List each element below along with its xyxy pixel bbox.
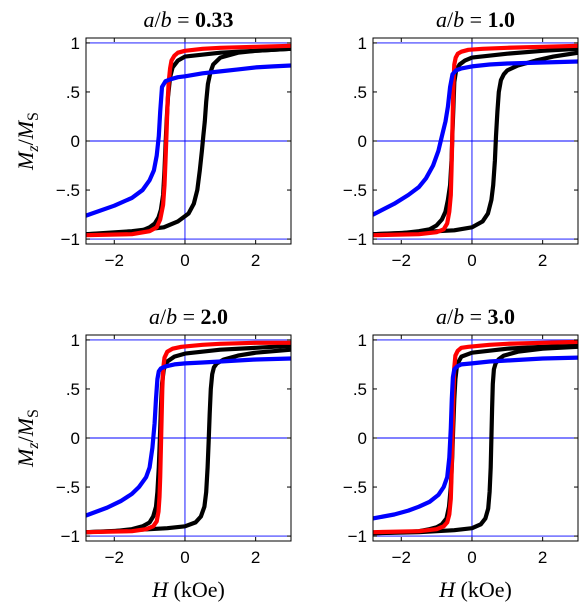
panel-2-title: a/b = 1.0 [436,7,515,32]
panel-3-title-value: 2.0 [201,304,229,329]
panel-3-xtick-label-1: 0 [180,548,189,567]
panel-3: −2 0 2−1−.50.51a/b = 2.0Mz/MSH (kOe) [13,304,292,602]
panel-1-ylabel-sub2: S [25,112,42,121]
panel-1-title-var-a: a [143,7,154,32]
panel-4-ytick-label-1: −.5 [343,478,367,497]
panel-1-ytick-label-4: 1 [71,34,80,53]
panel-2-xtick-label-0: −2 [392,251,411,270]
panel-1-ytick-label-1: −.5 [56,181,80,200]
panel-4-ytick-label-2: 0 [358,429,367,448]
panel-3-ylabel-m2: M [13,416,38,437]
panel-4-title-var-a: a [436,304,447,329]
panel-4-xlabel-unit: (kOe) [461,577,512,602]
panel-3-ytick-label-1: −.5 [56,478,80,497]
panel-1-title-var-b: b [161,7,172,32]
panel-4-series-2 [373,343,578,536]
panel-2-ytick-label-3: .5 [353,83,367,102]
panel-4-series-1 [373,344,578,536]
panel-2-ytick-label-1: −.5 [343,181,367,200]
panel-4-ytick-label-3: .5 [353,380,367,399]
panel-1-ylabel-slash: / [13,138,38,145]
panel-4-xtick-label-1: 0 [467,548,476,567]
panel-3-series-3 [86,340,291,535]
panel-4-curves [373,339,578,536]
panel-2-series-4 [373,59,578,217]
panel-3-ytick-label-0: −1 [61,527,80,546]
panel-3-ylabel-slash: / [13,435,38,442]
panel-2-title-var-a: a [436,7,447,32]
panel-4: −2 0 2 −1 −.5 0 .5 1 a/b = 3.0 H (kOe) [343,304,579,602]
panel-3-xtick-label-0: −2 [105,548,124,567]
panel-4-title-value: 3.0 [488,304,516,329]
panel-3-ytick-label-3: .5 [66,380,80,399]
panel-3-ylabel: Mz/MS [13,409,42,468]
panel-2-series-1 [373,50,578,237]
panel-2-ytick-label-2: 0 [358,132,367,151]
panel-3-title: a/b = 2.0 [149,304,228,329]
panel-4-xtick-label-0: −2 [392,548,411,567]
panel-3-xlabel-unit: (kOe) [174,577,225,602]
panel-1-series-4 [86,63,291,218]
panel-4-ytick-label-0: −1 [348,527,367,546]
panel-1-title-value: 0.33 [195,7,234,32]
panel-4-title-var-b: b [453,304,464,329]
panel-4-xlabel-var: H [438,577,460,602]
panel-2-xtick-label-2: 2 [538,251,547,270]
panel-1-ylabel: Mz/MS [13,112,42,171]
panel-4-title-equals: = [464,304,487,329]
panel-1-ylabel-sub1: z [25,145,42,153]
panel-3-xlabel-var: H [151,577,173,602]
panel-3-xtick-label-2: 2 [251,548,260,567]
panel-3-title-var-b: b [166,304,177,329]
panel-2-curves [373,43,578,238]
panel-4-series-4 [373,355,578,521]
panel-1-title: a/b = 0.33 [143,7,233,32]
panel-4-xlabel: H (kOe) [438,577,512,602]
panel-3-ylabel-m1: M [13,447,38,468]
panel-3-ytick-label-2: 0 [71,429,80,448]
panel-1-ylabel-m1: M [13,150,38,171]
panel-1-xtick-label-2: 2 [251,251,260,270]
panel-2-title-var-b: b [453,7,464,32]
panel-4-xtick-label-2: 2 [538,548,547,567]
panel-4-ytick-label-4: 1 [358,331,367,350]
panel-2-ytick-label-4: 1 [358,34,367,53]
panel-1-ytick-label-2: 0 [71,132,80,151]
panel-3-title-var-a: a [149,304,160,329]
panel-1-title-slash: / [154,7,161,32]
panel-1-ytick-label-3: .5 [66,83,80,102]
panel-3-title-slash: / [160,304,167,329]
panel-1-title-equals: = [172,7,195,32]
panel-2-title-equals: = [464,7,487,32]
panel-2-series-3 [373,43,578,238]
panel-4-title-slash: / [447,304,454,329]
panel-1-xtick-label-0: −2 [105,251,124,270]
panel-1-curves [86,43,291,238]
panel-2-xtick-label-1: 0 [467,251,476,270]
panel-1-xtick-label-1: 0 [180,251,189,270]
panel-1-ytick-label-0: −1 [61,230,80,249]
panel-3-ylabel-sub2: S [25,409,42,418]
panel-4-title: a/b = 3.0 [436,304,515,329]
panel-2: −2 0 2 −1 −.5 0 .5 1 a/b = 1.0 [343,7,579,270]
panel-1-series-3 [86,43,291,238]
panel-3-title-equals: = [177,304,200,329]
panel-3-ylabel-sub1: z [25,442,42,450]
panel-3-ytick-label-4: 1 [71,331,80,350]
panel-2-title-value: 1.0 [488,7,516,32]
panel-3-curves [86,340,291,535]
panel-3-xlabel: H (kOe) [151,577,225,602]
panel-4-series-3 [373,339,578,535]
panel-2-ytick-label-0: −1 [348,230,367,249]
panel-3-series-4 [86,356,291,518]
panel-1-ylabel-m2: M [13,119,38,140]
panel-2-series-2 [373,46,578,237]
panel-2-title-slash: / [447,7,454,32]
